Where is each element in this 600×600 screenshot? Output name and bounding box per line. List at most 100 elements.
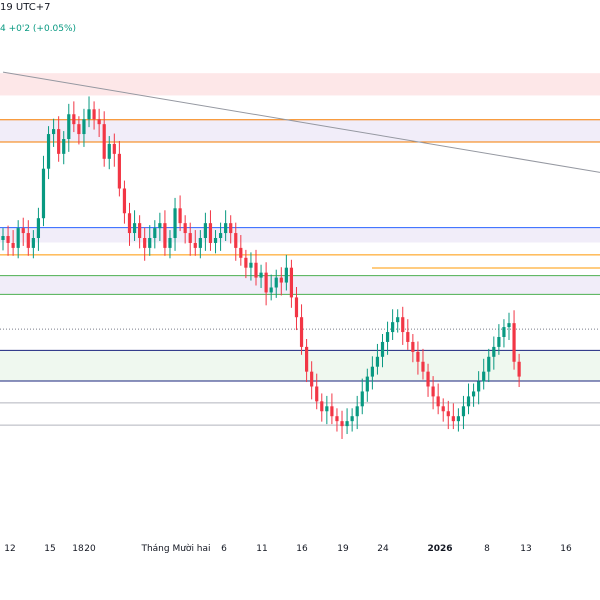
candle-body-10 xyxy=(52,129,56,135)
x-tick-label-11: 8 xyxy=(484,544,490,554)
candle-body-65 xyxy=(330,406,334,417)
x-tick-label-4: Tháng Mười hai xyxy=(140,543,210,554)
candle-body-51 xyxy=(259,272,263,278)
candle-body-67 xyxy=(340,421,344,427)
candle-body-71 xyxy=(360,391,364,407)
candle-body-16 xyxy=(82,119,86,135)
candle-body-30 xyxy=(153,228,157,238)
candle-body-19 xyxy=(97,119,101,125)
candle-body-99 xyxy=(502,327,506,337)
candle-body-25 xyxy=(127,213,132,234)
candle-body-9 xyxy=(46,134,51,169)
candle-body-72 xyxy=(365,376,369,392)
candle-body-70 xyxy=(355,406,359,417)
candle-body-73 xyxy=(370,366,374,377)
candle-body-92 xyxy=(466,396,471,407)
candle-body-13 xyxy=(67,114,71,139)
candle-body-76 xyxy=(385,332,390,342)
x-tick-label-12: 13 xyxy=(520,544,531,554)
candle-body-14 xyxy=(72,114,76,125)
candle-body-48 xyxy=(244,257,248,268)
candle-body-11 xyxy=(57,129,61,154)
candle-body-41 xyxy=(208,223,213,243)
candle-body-95 xyxy=(482,371,486,382)
candle-body-88 xyxy=(446,411,450,417)
candle-body-35 xyxy=(178,208,182,224)
candle-body-36 xyxy=(183,223,187,234)
reference-zone-12 xyxy=(0,350,600,382)
candle-body-21 xyxy=(107,143,111,159)
x-tick-label-7: 16 xyxy=(296,544,308,554)
price-change-label: 4 +0'2 (+0.05%) xyxy=(0,24,77,34)
candle-body-55 xyxy=(279,277,283,283)
candle-body-57 xyxy=(289,267,294,298)
x-tick-label-13: 16 xyxy=(560,544,572,554)
candle-body-6 xyxy=(31,238,35,248)
candle-body-50 xyxy=(254,262,258,278)
candle-body-26 xyxy=(132,223,137,234)
candle-body-47 xyxy=(239,247,243,258)
candle-body-31 xyxy=(158,223,162,229)
candle-body-68 xyxy=(345,421,349,427)
candle-body-0 xyxy=(1,236,5,240)
candle-body-82 xyxy=(416,351,420,362)
reference-zone-8 xyxy=(0,275,600,295)
candle-body-64 xyxy=(325,406,329,412)
candle-body-77 xyxy=(391,322,395,333)
x-tick-label-0: 12 xyxy=(4,544,15,554)
candle-body-28 xyxy=(143,238,147,248)
x-tick-label-8: 19 xyxy=(337,544,349,554)
candle-body-79 xyxy=(401,317,405,333)
candle-body-60 xyxy=(305,346,309,372)
candle-body-54 xyxy=(274,277,278,288)
x-tick-label-2: 18 xyxy=(72,544,84,554)
candle-body-24 xyxy=(122,188,127,214)
x-tick-label-5: 6 xyxy=(221,544,227,554)
candle-body-101 xyxy=(512,323,516,362)
candle-body-8 xyxy=(41,168,46,219)
candle-body-37 xyxy=(188,233,192,243)
candle-body-100 xyxy=(507,323,511,328)
candle-body-93 xyxy=(471,391,476,397)
candle-body-61 xyxy=(310,371,314,387)
candle-body-84 xyxy=(426,371,430,387)
candle-body-17 xyxy=(87,109,91,120)
candle-body-52 xyxy=(264,272,268,293)
candle-body-3 xyxy=(16,228,20,248)
x-tick-label-6: 11 xyxy=(256,544,267,554)
candle-body-29 xyxy=(148,238,152,248)
candle-body-94 xyxy=(477,381,481,392)
x-tick-label-9: 24 xyxy=(377,544,389,554)
candle-body-81 xyxy=(411,341,415,352)
timezone-label: 19 UTC+7 xyxy=(0,2,51,13)
candle-body-40 xyxy=(203,223,207,238)
candle-body-66 xyxy=(335,416,339,422)
candle-body-33 xyxy=(168,238,172,248)
trend-line xyxy=(2,71,600,173)
candle-body-27 xyxy=(138,223,142,238)
candle-body-32 xyxy=(163,223,167,248)
candle-body-38 xyxy=(193,242,197,248)
x-tick-label-1: 15 xyxy=(44,544,55,554)
candle-body-83 xyxy=(421,361,425,372)
candle-body-87 xyxy=(441,406,445,412)
candle-body-98 xyxy=(497,337,501,347)
candle-body-69 xyxy=(350,416,354,422)
candle-body-75 xyxy=(380,341,385,357)
candle-body-53 xyxy=(269,287,273,293)
candle-body-5 xyxy=(26,233,30,248)
reference-zone-2 xyxy=(0,119,600,142)
candle-body-23 xyxy=(117,153,121,189)
reference-zone-5 xyxy=(0,227,600,243)
candle-body-56 xyxy=(284,267,288,283)
candle-body-20 xyxy=(102,124,106,159)
candle-body-46 xyxy=(234,233,238,248)
candle-body-2 xyxy=(11,242,15,248)
candle-body-102 xyxy=(517,361,521,377)
candle-body-74 xyxy=(375,356,380,367)
candle-body-80 xyxy=(406,332,410,342)
candle-body-78 xyxy=(396,317,400,323)
candle-body-58 xyxy=(294,297,299,318)
candle-body-12 xyxy=(62,139,66,154)
